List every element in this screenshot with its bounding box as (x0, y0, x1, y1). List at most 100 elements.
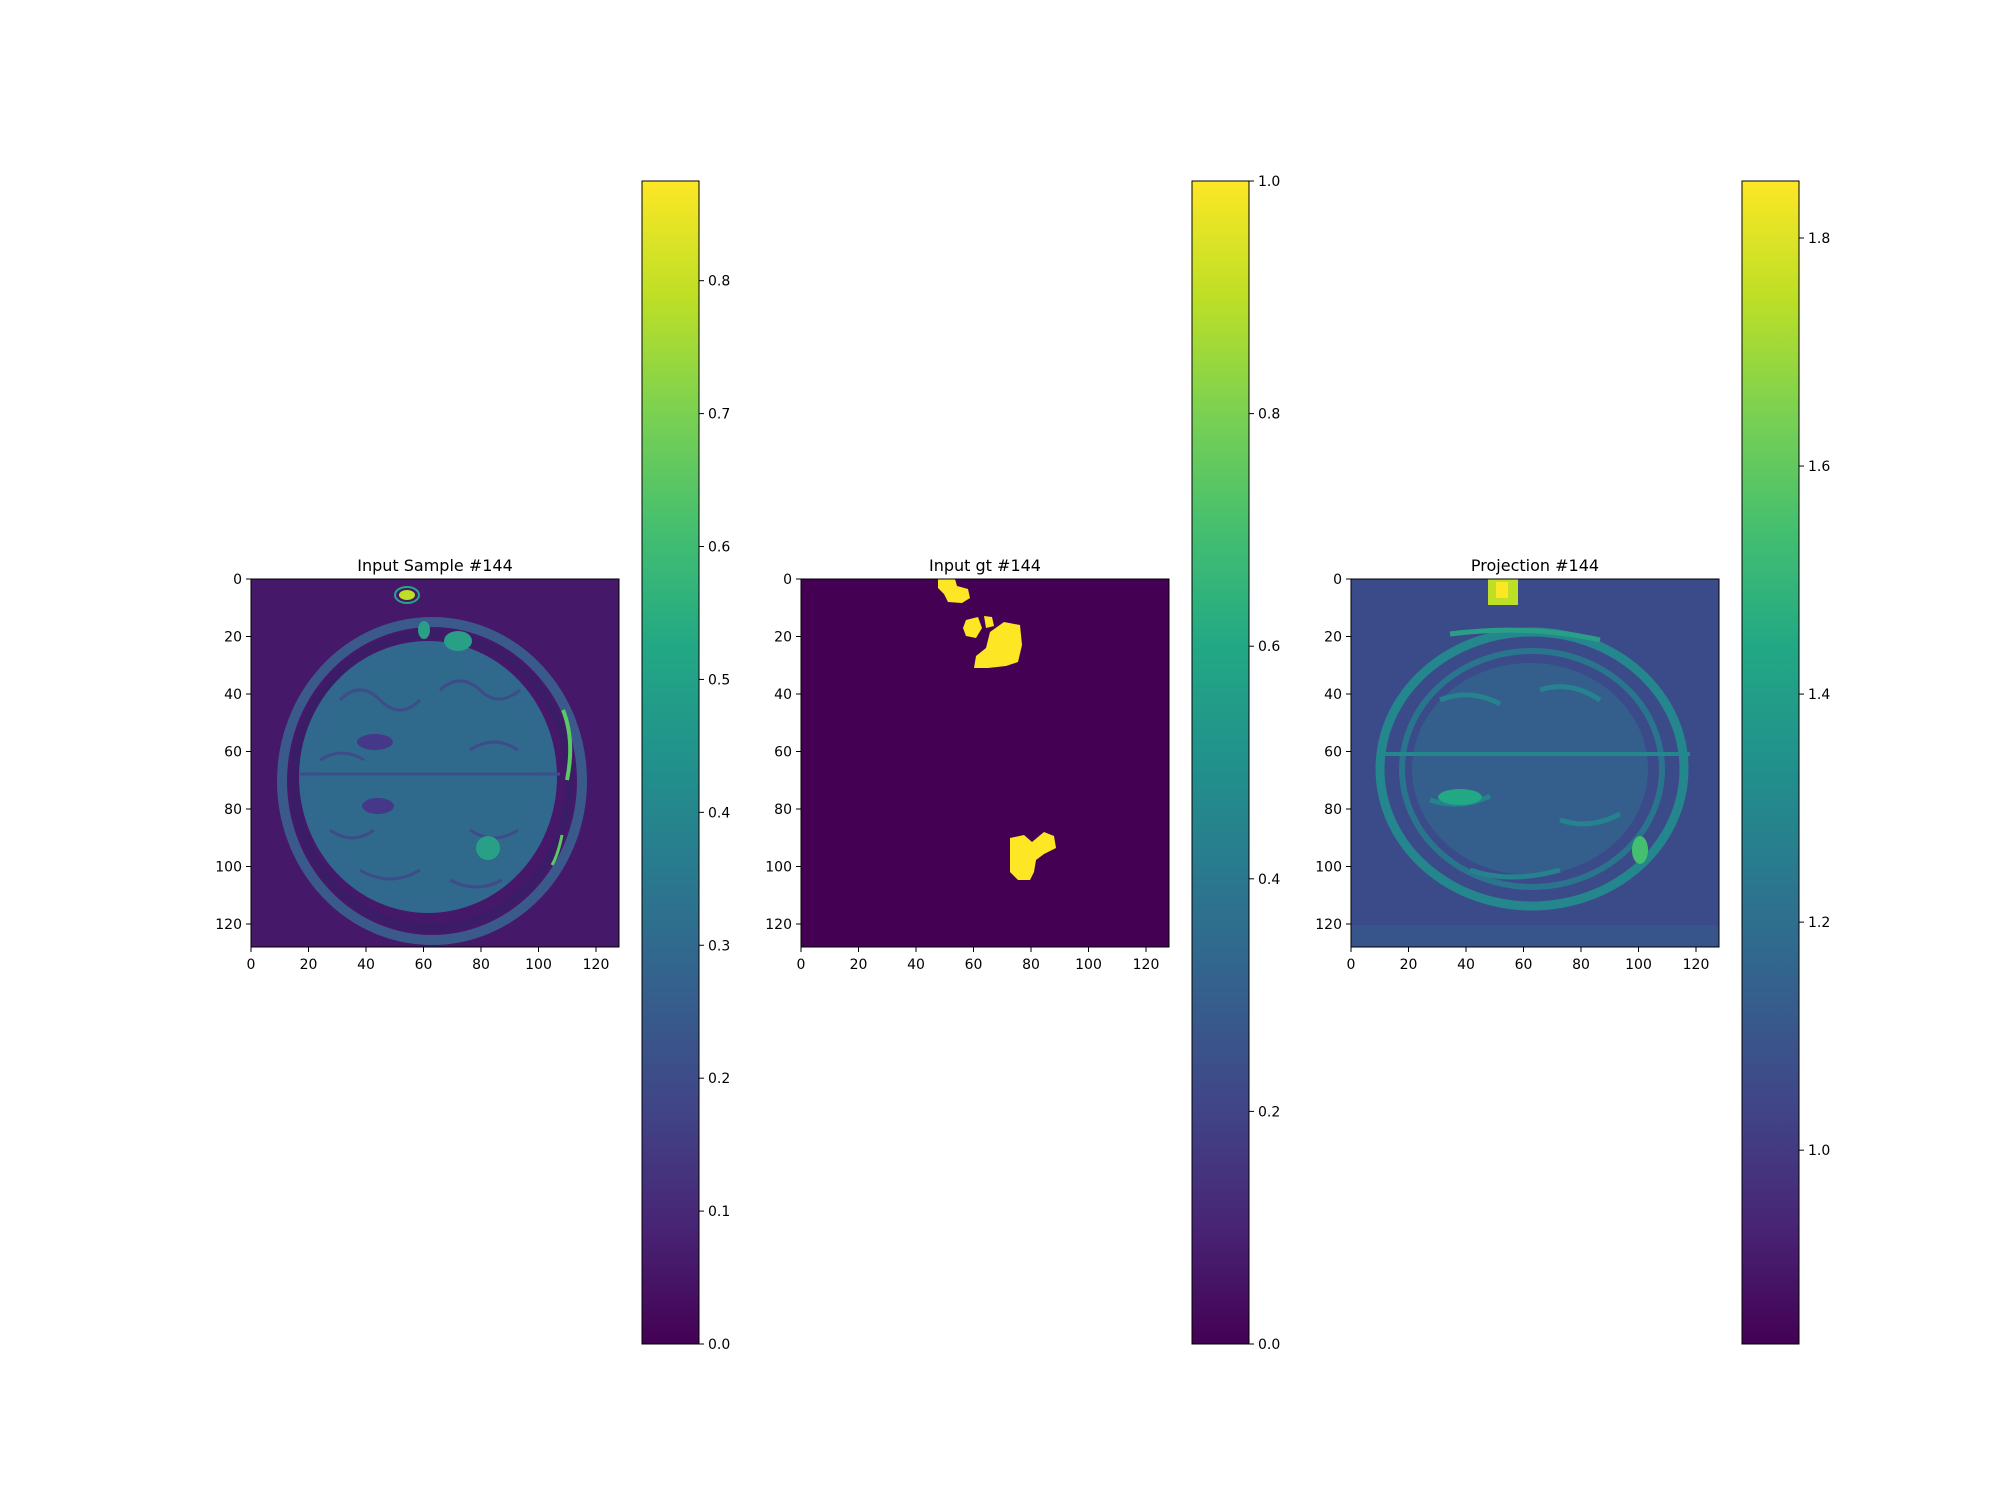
x-tick-label: 40 (357, 957, 375, 973)
y-tick-label: 0 (233, 572, 242, 588)
colorbar-tick-label: 1.6 (1808, 459, 1830, 475)
rim-bright-right (561, 709, 573, 781)
panel-title: Input gt #144 (929, 556, 1041, 575)
x-axis: 0 20 40 60 80 100 120 (1347, 947, 1710, 973)
lesion-upper (444, 631, 472, 651)
panel-projection: Projection #144 0 20 40 60 80 100 120 0 20 40 60 8… (1315, 180, 1830, 1345)
y-tick-label: 120 (765, 917, 792, 933)
panel-input-gt: Input gt #144 0 20 40 60 80 100 120 0 20 40 60 80 1… (765, 174, 1280, 1353)
colorbar-tick-label: 0.5 (708, 672, 730, 688)
colorbar-tick-label: 1.8 (1808, 231, 1830, 247)
mask-blob-main (974, 622, 1022, 668)
x-tick-label: 100 (1625, 957, 1652, 973)
y-tick-label: 120 (215, 917, 242, 933)
x-tick-label: 20 (1400, 957, 1418, 973)
rim-bright-lower (550, 834, 564, 866)
colorbar-tick-label: 0.6 (708, 540, 730, 556)
colorbar-ticks: 0.0 0.2 0.4 0.6 0.8 1.0 (1249, 174, 1280, 1353)
colorbar-tick-label: 1.4 (1808, 687, 1830, 703)
x-tick-label: 100 (525, 957, 552, 973)
x-tick-label: 60 (415, 957, 433, 973)
colorbar-tick-label: 0.3 (708, 938, 730, 954)
y-tick-label: 40 (224, 687, 242, 703)
colorbar-tick-label: 1.0 (1808, 1143, 1830, 1159)
brain-region (1412, 663, 1648, 875)
bottom-strip (1351, 925, 1719, 947)
y-tick-label: 60 (774, 745, 792, 761)
y-tick-label: 40 (1324, 687, 1342, 703)
x-tick-label: 0 (797, 957, 806, 973)
y-tick-label: 100 (765, 860, 792, 876)
lesion-lower (476, 836, 500, 860)
colorbar (641, 180, 700, 1345)
y-tick-label: 20 (1324, 630, 1342, 646)
x-tick-label: 120 (1133, 957, 1160, 973)
x-tick-label: 80 (472, 957, 490, 973)
x-tick-label: 20 (850, 957, 868, 973)
y-tick-label: 100 (215, 860, 242, 876)
y-axis: 0 20 40 60 80 100 120 (765, 572, 801, 933)
x-tick-label: 60 (965, 957, 983, 973)
lesion-upper-small (418, 621, 430, 639)
colorbar-tick-label: 1.2 (1808, 915, 1830, 931)
inner-ring (1399, 648, 1665, 890)
image-area (801, 579, 1169, 947)
colorbar-tick-label: 0.0 (1258, 1337, 1280, 1353)
x-tick-label: 80 (1022, 957, 1040, 973)
ventricle-right (362, 798, 394, 814)
colorbar (1741, 180, 1800, 1345)
y-tick-label: 120 (1315, 917, 1342, 933)
colorbar-tick-label: 0.0 (708, 1337, 730, 1353)
colorbar-ticks: 0.0 0.1 0.2 0.3 0.4 0.5 0.6 0.7 0.8 (699, 274, 730, 1353)
bright-region-left (1438, 789, 1482, 805)
colorbar-tick-label: 0.1 (708, 1204, 730, 1220)
x-tick-label: 120 (583, 957, 610, 973)
y-axis: 0 20 40 60 80 100 120 (1315, 572, 1351, 933)
colorbar-tick-label: 0.8 (708, 274, 730, 290)
x-tick-label: 80 (1572, 957, 1590, 973)
upper-band (1449, 627, 1601, 643)
y-tick-label: 0 (1333, 572, 1342, 588)
y-tick-label: 20 (774, 630, 792, 646)
y-tick-label: 60 (224, 745, 242, 761)
x-tick-label: 0 (247, 957, 256, 973)
y-tick-label: 20 (224, 630, 242, 646)
colorbar-tick-label: 1.0 (1258, 174, 1280, 190)
y-tick-label: 80 (224, 802, 242, 818)
y-tick-label: 60 (1324, 745, 1342, 761)
mask-blob-top (938, 579, 970, 603)
brain-inner (318, 659, 538, 895)
x-tick-label: 40 (1457, 957, 1475, 973)
x-tick-label: 40 (907, 957, 925, 973)
scalp-ring (277, 617, 587, 945)
bright-spot-top-halo (394, 586, 420, 604)
colorbar-tick-label: 0.4 (1258, 872, 1280, 888)
x-tick-label: 20 (300, 957, 318, 973)
x-tick-label: 120 (1683, 957, 1710, 973)
mask-blob-lower (1010, 832, 1056, 880)
panel-input-sample: Input Sample #144 (215, 180, 730, 1353)
axes-frame (1350, 578, 1720, 948)
y-tick-label: 80 (1324, 802, 1342, 818)
ventricle-left (357, 734, 393, 750)
colorbar-tick-label: 0.7 (708, 407, 730, 423)
colorbar-tick-label: 0.2 (1258, 1104, 1280, 1120)
panel-title: Projection #144 (1471, 556, 1599, 575)
y-tick-label: 0 (783, 572, 792, 588)
image-area (1351, 579, 1719, 947)
colorbar (1191, 180, 1250, 1345)
bright-spot-top-core (1496, 582, 1508, 598)
axes-frame (800, 578, 1170, 948)
y-tick-label: 40 (774, 687, 792, 703)
colorbar-tick-label: 0.4 (708, 805, 730, 821)
image-background (801, 579, 1169, 947)
colorbar-tick-label: 0.8 (1258, 407, 1280, 423)
x-tick-label: 100 (1075, 957, 1102, 973)
panel-title: Input Sample #144 (357, 556, 513, 575)
colorbar-tick-label: 0.2 (708, 1071, 730, 1087)
x-axis: 0 20 40 60 80 100 120 (797, 947, 1160, 973)
image-area (251, 579, 619, 947)
y-tick-label: 100 (1315, 860, 1342, 876)
x-tick-label: 60 (1515, 957, 1533, 973)
